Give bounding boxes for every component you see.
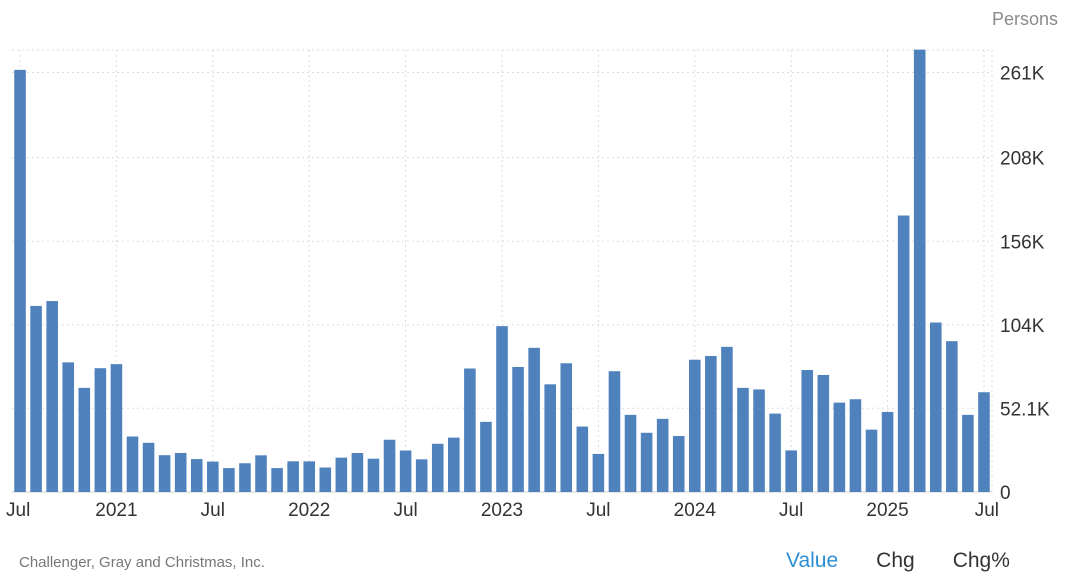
bar-2025-05 — [946, 341, 958, 492]
bar-2021-08 — [223, 468, 235, 492]
bar-2021-02 — [126, 436, 139, 492]
x-tick-label: Jul — [393, 500, 417, 521]
bar-2022-03 — [335, 457, 348, 492]
bar-2022-08 — [415, 459, 428, 492]
tab-chg-percent[interactable]: Chg% — [952, 549, 1010, 572]
x-tick-label: Jul — [6, 500, 30, 521]
x-tick-label: Jul — [779, 500, 803, 521]
bar-2022-09 — [431, 443, 444, 492]
bar-2021-07 — [207, 461, 219, 492]
x-tick-label: 2025 — [866, 500, 908, 521]
bar-2020-07 — [14, 69, 26, 492]
bar-2022-10 — [448, 437, 460, 492]
bar-2022-12 — [480, 421, 492, 492]
bar-2024-04 — [737, 387, 749, 492]
bar-2021-04 — [158, 455, 171, 492]
bar-2024-08 — [801, 370, 814, 492]
bar-2021-06 — [190, 459, 203, 492]
y-tick-label: 52.1K — [1000, 399, 1050, 420]
view-tabs: Value Chg Chg% — [786, 549, 1010, 573]
bar-2024-09 — [817, 374, 830, 492]
bar-2024-05 — [753, 389, 765, 492]
bar-2021-03 — [142, 442, 155, 492]
bar-2025-07 — [978, 392, 990, 492]
bar-2024-02 — [705, 355, 717, 492]
bar-2023-04 — [544, 384, 556, 492]
tab-value[interactable]: Value — [786, 549, 839, 572]
y-axis-ticks: 0 52.1K 104K 156K 208K 261K — [1000, 64, 1050, 504]
bar-2024-01 — [689, 359, 701, 492]
bar-2021-01 — [110, 364, 123, 492]
bar-2020-10 — [62, 362, 75, 492]
bar-2024-07 — [785, 450, 797, 492]
bar-2021-09 — [239, 463, 251, 492]
y-tick-label: 156K — [1000, 232, 1045, 253]
bar-2022-02 — [319, 467, 332, 492]
bar-2021-12 — [287, 461, 299, 492]
bar-2024-11 — [849, 399, 862, 492]
x-axis-ticks: Jul 2021 Jul 2022 Jul 2023 Jul 2024 Jul 2025 Jul — [6, 500, 999, 521]
bar-2023-12 — [672, 436, 685, 492]
bar-2024-10 — [833, 402, 846, 492]
x-tick-label: Jul — [975, 500, 999, 521]
bar-2023-11 — [656, 418, 669, 492]
bar-2020-09 — [46, 301, 58, 492]
y-tick-label: 104K — [1000, 316, 1045, 337]
bar-2022-11 — [464, 368, 476, 492]
bar-2022-01 — [303, 461, 315, 492]
bar-2023-06 — [576, 426, 589, 492]
bar-2021-11 — [271, 468, 283, 492]
bar-2023-02 — [512, 367, 524, 492]
bar-2020-08 — [30, 305, 42, 492]
x-tick-label: 2021 — [95, 500, 137, 521]
bar-2025-03 — [913, 49, 926, 493]
bar-2024-03 — [721, 346, 733, 492]
bar-2022-07 — [399, 450, 412, 492]
bar-2025-04 — [929, 322, 942, 492]
bar-2022-06 — [383, 439, 396, 492]
x-tick-label: 2024 — [674, 500, 717, 521]
bar-2025-02 — [897, 215, 910, 492]
y-tick-label: 261K — [1000, 64, 1045, 85]
bar-2020-12 — [94, 368, 107, 492]
bar-2023-08 — [608, 371, 621, 492]
bar-2022-04 — [351, 452, 364, 492]
bar-2021-05 — [174, 452, 187, 492]
bar-2023-03 — [528, 347, 540, 492]
bar-chart: Jul 2021 Jul 2022 Jul 2023 Jul 2024 Jul 2025 Jul 0… — [6, 49, 1050, 521]
x-tick-label: 2022 — [288, 500, 330, 521]
bar-2022-05 — [367, 458, 380, 492]
chart-bars — [14, 49, 990, 493]
tab-chg[interactable]: Chg — [876, 549, 915, 572]
bar-2024-12 — [865, 429, 878, 492]
x-tick-label: 2023 — [481, 500, 523, 521]
x-tick-label: Jul — [201, 500, 225, 521]
source-label: Challenger, Gray and Christmas, Inc. — [19, 554, 265, 571]
bar-2025-06 — [962, 414, 974, 492]
bar-2023-01 — [496, 326, 508, 492]
bar-2021-10 — [255, 455, 267, 492]
unit-label: Persons — [991, 9, 1058, 29]
bar-2023-07 — [592, 453, 605, 492]
bar-2023-10 — [640, 432, 653, 492]
bar-2023-05 — [560, 363, 573, 492]
bar-2023-09 — [624, 414, 637, 492]
y-tick-label: 208K — [1000, 149, 1045, 170]
bar-2025-01 — [881, 411, 894, 492]
y-tick-label: 0 — [1000, 483, 1011, 504]
bar-2020-11 — [78, 387, 91, 492]
x-tick-label: Jul — [586, 500, 610, 521]
bar-2024-06 — [769, 413, 781, 492]
